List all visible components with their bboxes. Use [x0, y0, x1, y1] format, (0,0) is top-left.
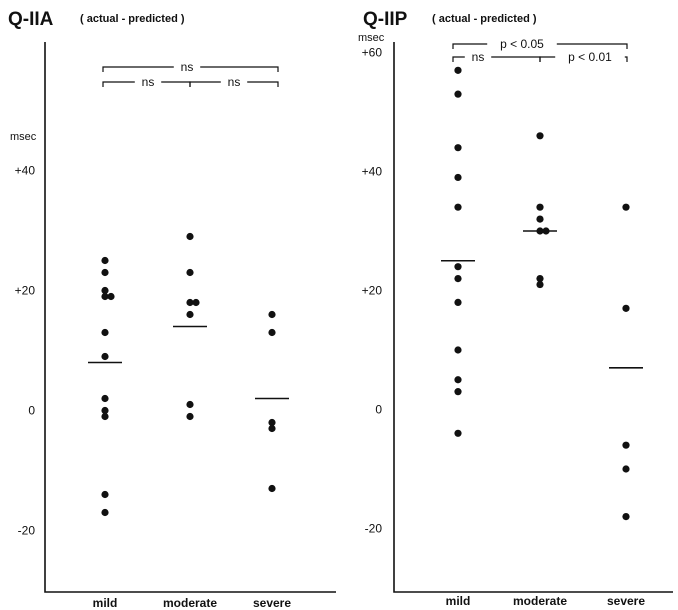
data-point — [101, 256, 109, 265]
comparison-bracket — [189, 81, 279, 87]
data-point — [186, 268, 194, 277]
y-tick-label: 0 — [28, 404, 35, 418]
x-axis-categories: mild moderate severe — [93, 596, 292, 610]
data-point — [101, 328, 109, 337]
data-point — [107, 292, 115, 301]
axis-frame — [393, 42, 673, 593]
data-point — [454, 298, 462, 306]
data-point — [186, 298, 194, 307]
data-point — [536, 203, 544, 211]
data-point — [454, 388, 462, 396]
data-point — [536, 215, 544, 223]
data-point — [454, 346, 462, 354]
data-point — [186, 400, 194, 409]
data-point — [622, 203, 630, 211]
comparison-bracket — [452, 56, 541, 62]
data-point — [454, 263, 462, 271]
data-point — [101, 490, 109, 499]
data-point — [454, 66, 462, 74]
data-point — [101, 406, 109, 415]
data-point — [186, 412, 194, 421]
y-axis-ticks: -20 0 +20 +40 +60 — [362, 46, 383, 536]
comparison-label: p < 0.05 — [500, 37, 544, 51]
data-point — [268, 310, 276, 319]
data-point — [454, 173, 462, 182]
data-point — [454, 90, 462, 98]
x-category-label: mild — [446, 594, 471, 608]
data-point — [536, 275, 544, 283]
data-point — [186, 310, 194, 319]
comparison-label: ns — [181, 60, 194, 74]
y-tick-label: 0 — [375, 403, 382, 417]
data-point — [192, 298, 200, 307]
x-category-label: moderate — [163, 596, 217, 610]
comparison-label: ns — [228, 75, 241, 89]
data-point — [542, 227, 550, 235]
y-axis-label: msec — [10, 131, 37, 143]
y-tick-label: -20 — [365, 522, 383, 536]
y-tick-label: +20 — [362, 284, 383, 298]
x-category-label: severe — [253, 596, 291, 610]
y-axis-ticks: -20 0 +20 +40 — [15, 164, 36, 538]
y-tick-label: +20 — [15, 284, 36, 298]
data-point — [101, 412, 109, 421]
data-points — [454, 66, 630, 521]
data-point — [622, 441, 630, 449]
data-point — [268, 418, 276, 427]
data-point — [536, 227, 544, 235]
x-axis-categories: mild moderate severe — [446, 594, 646, 608]
panel-q-iia: Q-IIA ( actual - predicted ) msec -20 0 +2… — [8, 9, 336, 610]
chart-title: Q-IIA — [8, 9, 54, 30]
data-point — [454, 376, 462, 384]
data-point — [186, 232, 194, 241]
y-axis-label: msec — [358, 32, 385, 44]
data-point — [454, 203, 462, 211]
comparison-label: ns — [142, 75, 155, 89]
data-point — [622, 304, 630, 312]
x-category-label: moderate — [513, 594, 567, 608]
data-point — [101, 508, 109, 517]
data-point — [536, 280, 544, 289]
mean-lines — [88, 325, 289, 400]
data-point — [454, 144, 462, 152]
data-point — [101, 286, 109, 295]
comparison-label: p < 0.01 — [568, 50, 612, 64]
comparison-bracket — [539, 56, 628, 62]
data-point — [454, 275, 462, 283]
comparison-label: ns — [472, 50, 485, 64]
chart-subtitle: ( actual - predicted ) — [432, 13, 537, 25]
data-point — [101, 292, 109, 301]
comparison-bracket — [452, 43, 628, 49]
x-category-label: severe — [607, 594, 645, 608]
data-points — [101, 232, 276, 517]
data-point — [268, 328, 276, 337]
significance-brackets: ns ns ns — [102, 60, 279, 89]
data-point — [268, 424, 276, 433]
mean-lines — [441, 230, 643, 369]
y-tick-label: -20 — [18, 524, 36, 538]
chart-subtitle: ( actual - predicted ) — [80, 13, 185, 25]
data-point — [268, 484, 276, 493]
x-category-label: mild — [93, 596, 118, 610]
y-tick-label: +60 — [362, 46, 383, 60]
data-point — [101, 268, 109, 277]
y-tick-label: +40 — [15, 164, 36, 178]
panel-q-iip: Q-IIP ( actual - predicted ) msec -20 0 +2… — [358, 9, 673, 608]
axis-frame — [44, 42, 336, 593]
significance-brackets: p < 0.05 ns p < 0.01 — [452, 37, 628, 64]
data-point — [536, 132, 544, 140]
chart-title: Q-IIP — [363, 9, 408, 30]
data-point — [622, 465, 630, 473]
data-point — [622, 513, 630, 521]
y-tick-label: +40 — [362, 165, 383, 179]
comparison-bracket — [102, 66, 279, 72]
data-point — [454, 429, 462, 437]
data-point — [101, 394, 109, 403]
data-point — [101, 352, 109, 361]
